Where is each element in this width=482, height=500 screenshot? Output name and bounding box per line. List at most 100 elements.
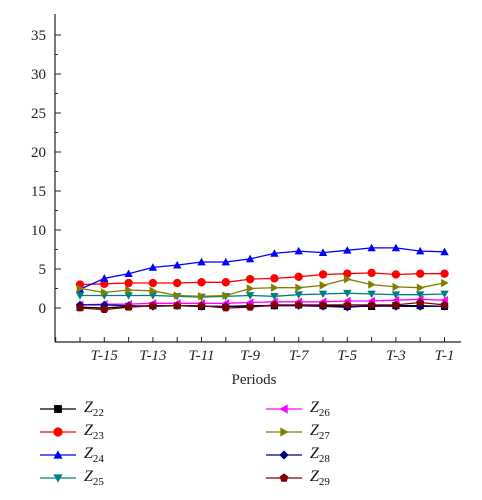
series-line-z25 <box>80 292 445 298</box>
data-point-z27 <box>76 284 85 293</box>
data-point-z23 <box>148 278 158 288</box>
data-point-z23 <box>294 272 303 281</box>
data-point-z27 <box>343 274 352 284</box>
legend-label-base: Z <box>310 399 319 416</box>
data-point-z27 <box>173 291 182 300</box>
data-point-z27 <box>441 278 449 288</box>
data-point-z29 <box>148 301 157 310</box>
data-point-z24 <box>367 243 376 252</box>
series-z23 <box>75 268 449 289</box>
line-chart: 0 5 10 15 20 25 30 35 T-15 T-13 T-11 T-9 T-7 T-5 T-3 T-… <box>31 14 461 388</box>
data-point-z25 <box>367 290 376 299</box>
x-tick-label: T-13 <box>139 348 166 364</box>
data-point-z24 <box>416 246 425 255</box>
data-point-z25 <box>75 292 85 300</box>
legend-label-subscript: 26 <box>318 407 330 419</box>
legend-item-z24: Z24 <box>40 444 104 466</box>
data-point-z29 <box>76 303 84 312</box>
legend-item-z28: Z28 <box>266 444 330 466</box>
data-point-z27 <box>198 292 206 301</box>
legend-label-base: Z <box>310 468 319 485</box>
data-point-z25 <box>318 290 328 299</box>
legend-label-base: Z <box>84 445 93 462</box>
data-point-z24 <box>245 254 255 263</box>
data-point-z25 <box>343 289 352 298</box>
legend-label-subscript: 25 <box>92 476 104 488</box>
x-tick-label: T-11 <box>188 348 214 364</box>
data-point-z27 <box>125 285 133 295</box>
x-tick-label: T-3 <box>386 348 406 364</box>
data-point-z24 <box>440 247 449 256</box>
data-point-z23 <box>416 269 425 278</box>
x-tick-label: T-5 <box>337 348 357 364</box>
legend-label-base: Z <box>310 422 319 439</box>
series-z27 <box>76 274 449 301</box>
data-point-z24 <box>391 243 401 252</box>
legend-label-z23: Z23 <box>84 422 104 442</box>
series-line-z23 <box>79 272 445 286</box>
x-tick-label: T-15 <box>91 348 119 364</box>
legend-label-subscript: 23 <box>92 430 104 442</box>
data-point-z24 <box>343 246 352 254</box>
series-layer <box>75 243 449 313</box>
data-point-z29 <box>294 300 303 309</box>
data-point-z24 <box>197 257 206 266</box>
data-point-z27 <box>319 281 328 290</box>
data-point-z29 <box>343 300 352 309</box>
data-point-z29 <box>391 300 400 309</box>
data-point-z27 <box>392 282 401 292</box>
data-point-z29 <box>173 301 182 310</box>
legend-label-base: Z <box>310 445 319 462</box>
data-point-z29 <box>100 305 109 313</box>
data-point-z23 <box>221 278 230 287</box>
legend-item-z25: Z25 <box>40 467 104 489</box>
data-point-z25 <box>245 292 255 300</box>
legend-label-z28: Z28 <box>310 445 330 465</box>
y-tick-label: 10 <box>31 223 46 239</box>
legend-label-subscript: 28 <box>318 453 330 465</box>
y-tick-label: 20 <box>31 145 46 161</box>
data-point-z29 <box>246 303 255 311</box>
x-tick-label: T-9 <box>240 348 260 364</box>
data-point-z27 <box>149 286 158 296</box>
data-point-z25 <box>294 291 303 299</box>
legend-label-base: Z <box>84 468 93 485</box>
legend-label-subscript: 22 <box>92 407 104 419</box>
data-point-z24 <box>173 260 182 269</box>
data-point-z24 <box>318 248 328 256</box>
data-point-z25 <box>391 291 401 299</box>
data-point-z27 <box>271 283 279 292</box>
legend-swatch-z24 <box>40 450 76 459</box>
data-point-z23 <box>173 278 182 288</box>
data-point-z25 <box>416 291 425 299</box>
legend-swatch-z25 <box>40 474 76 483</box>
legend-item-z27: Z27 <box>266 421 330 443</box>
legend-label-base: Z <box>84 422 93 439</box>
legend-swatch-z29 <box>266 473 302 482</box>
series-line-z24 <box>79 247 445 290</box>
legend-label-subscript: 27 <box>318 430 330 442</box>
legend-item-z29: Z29 <box>266 467 330 489</box>
axes: 0 5 10 15 20 25 30 35 T-15 T-13 T-11 T-9 T-7 T-5 T-3 T-… <box>31 14 461 364</box>
y-tick-label: 35 <box>31 28 46 44</box>
legend-item-z22: Z22 <box>40 398 104 420</box>
legend-swatch-z26 <box>266 404 302 414</box>
data-point-z25 <box>440 290 449 299</box>
data-point-z24 <box>100 274 109 282</box>
y-tick-label: 25 <box>31 106 46 122</box>
x-tick-label: T-1 <box>435 348 455 364</box>
legend-item-z23: Z23 <box>40 421 104 443</box>
series-line-z26 <box>79 298 445 306</box>
data-point-z29 <box>319 300 327 309</box>
data-point-z27 <box>246 284 255 293</box>
y-tick-label: 30 <box>31 67 46 83</box>
y-tick-label: 5 <box>39 262 47 278</box>
data-point-z29 <box>270 300 279 309</box>
data-point-z29 <box>440 300 449 309</box>
data-point-z23 <box>391 270 401 279</box>
legend-label-z24: Z24 <box>84 445 104 465</box>
legend-label-z25: Z25 <box>84 468 104 488</box>
legend-label-base: Z <box>84 399 93 416</box>
data-point-z27 <box>416 283 425 292</box>
legend-swatch-z22 <box>40 405 76 413</box>
